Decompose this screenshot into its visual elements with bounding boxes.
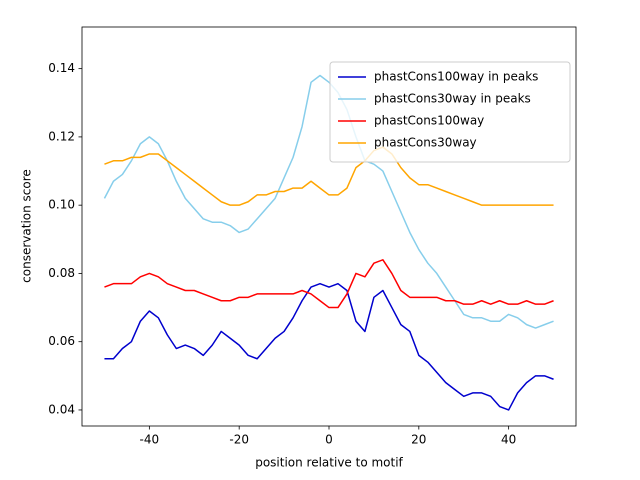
y-tick-label: 0.14 bbox=[48, 61, 75, 75]
legend-label: phastCons100way bbox=[374, 114, 484, 128]
line-series bbox=[103, 74, 554, 329]
line-series bbox=[104, 146, 554, 206]
x-tick-label: 40 bbox=[501, 433, 516, 447]
legend-box bbox=[329, 61, 571, 163]
x-tick-label: -20 bbox=[229, 433, 249, 447]
y-tick-label: 0.04 bbox=[48, 402, 75, 416]
x-tick-label: -40 bbox=[140, 433, 160, 447]
y-tick-label: 0.08 bbox=[48, 266, 75, 280]
x-axis-label: position relative to motif bbox=[255, 456, 403, 470]
line-series bbox=[104, 259, 554, 309]
line-series bbox=[104, 282, 554, 411]
x-tick-label: 0 bbox=[325, 433, 333, 447]
y-tick-label: 0.12 bbox=[48, 129, 75, 143]
legend-label: phastCons100way in peaks bbox=[374, 70, 538, 84]
legend-label: phastCons30way in peaks bbox=[374, 92, 531, 106]
y-tick-label: 0.06 bbox=[48, 334, 75, 348]
y-tick-label: 0.10 bbox=[48, 198, 75, 212]
legend-label: phastCons30way bbox=[374, 136, 477, 150]
y-axis-label: conservation score bbox=[20, 169, 34, 283]
x-tick-label: 20 bbox=[411, 433, 426, 447]
